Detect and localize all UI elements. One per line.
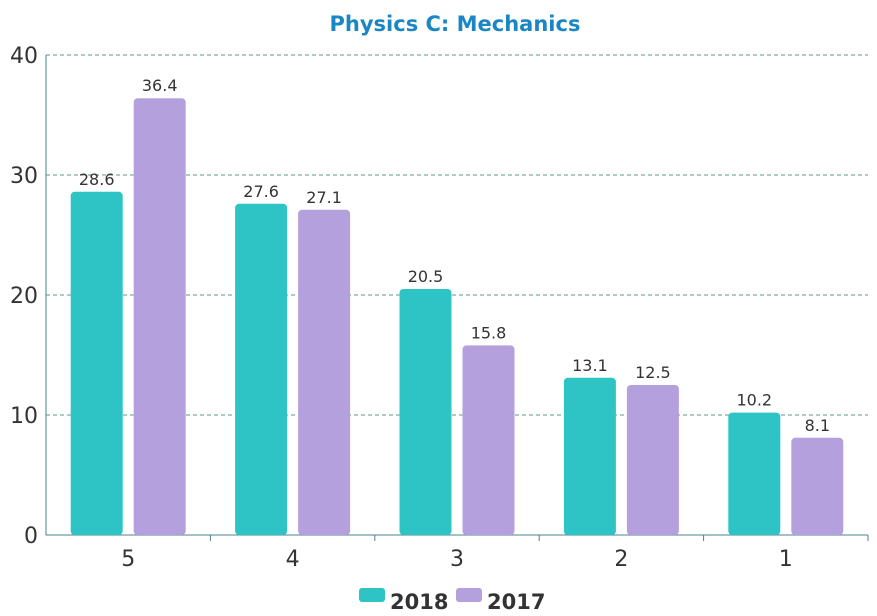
- data-label: 20.5: [408, 267, 444, 286]
- bar-2018-3: [399, 289, 452, 535]
- data-label: 12.5: [635, 363, 671, 382]
- y-tick-label: 20: [10, 284, 38, 309]
- legend: 2018 2017: [359, 588, 545, 614]
- bars: [70, 98, 844, 536]
- y-tick-label: 0: [24, 524, 38, 549]
- bar-2018-5: [70, 191, 123, 536]
- legend-swatch-2018: [359, 588, 385, 602]
- data-labels: 28.6 36.4 27.6 27.1 20.5 15.8 13.1 12.5 10.2 8.1: [79, 76, 830, 435]
- bar-2017-3: [462, 345, 515, 535]
- bar-2018-2: [563, 377, 616, 535]
- bar-2017-4: [298, 209, 351, 536]
- x-tick-label: 2: [614, 547, 628, 572]
- bar-2018-1: [728, 412, 781, 535]
- bar-2017-2: [626, 385, 679, 535]
- data-label: 27.6: [243, 182, 279, 201]
- legend-label: 2018: [390, 590, 448, 614]
- y-tick-label: 40: [10, 44, 38, 69]
- x-tick-label: 5: [121, 547, 135, 572]
- data-label: 28.6: [79, 170, 115, 189]
- data-label: 27.1: [306, 188, 342, 207]
- bar-2017-5: [133, 98, 186, 535]
- bar-2018-4: [235, 203, 288, 536]
- x-tick-label: 3: [450, 547, 464, 572]
- data-label: 15.8: [471, 323, 507, 342]
- legend-swatch-2017: [456, 588, 482, 602]
- y-tick-label: 30: [10, 164, 38, 189]
- bar-2017-1: [791, 437, 844, 535]
- data-label: 13.1: [572, 356, 608, 375]
- data-label: 8.1: [805, 416, 830, 435]
- x-tick-label: 1: [779, 547, 793, 572]
- axes: 0 10 20 30 40 5 4 3 2 1: [10, 44, 869, 572]
- x-tick-label: 4: [286, 547, 300, 572]
- data-label: 10.2: [736, 391, 772, 410]
- chart-title: Physics C: Mechanics: [330, 12, 581, 36]
- y-tick-label: 10: [10, 404, 38, 429]
- data-label: 36.4: [142, 76, 178, 95]
- legend-label: 2017: [487, 590, 545, 614]
